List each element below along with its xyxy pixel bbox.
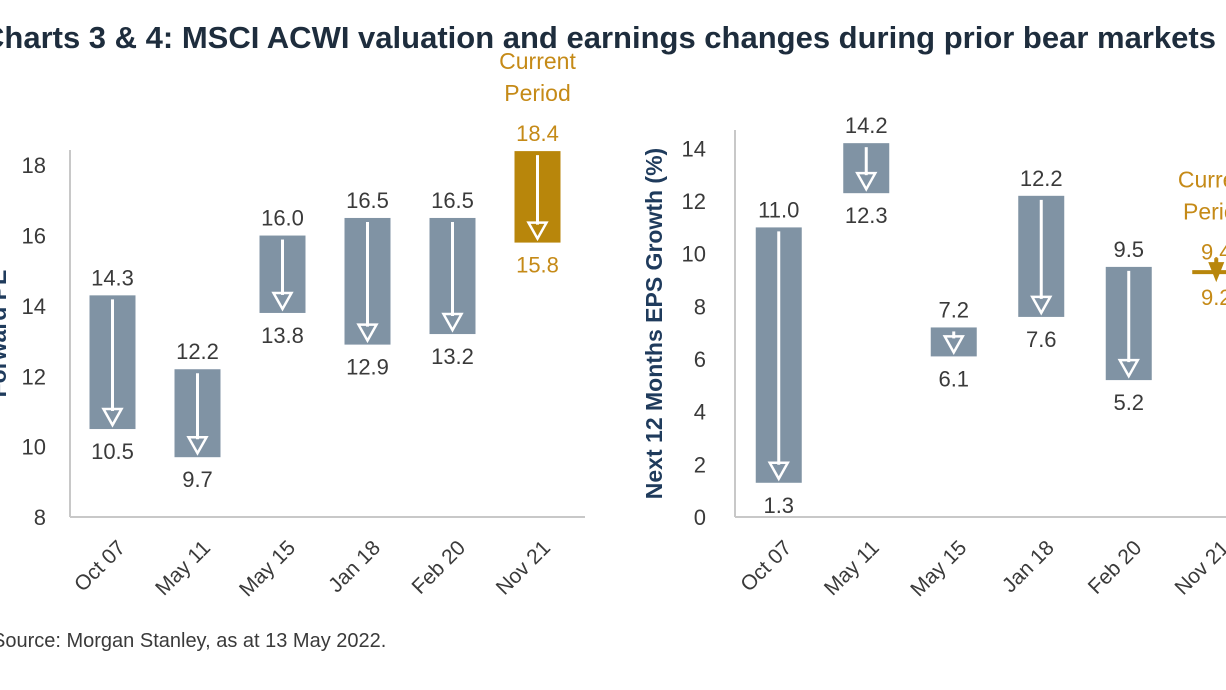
y-tick-label: 10 [682,242,706,267]
bar-arrow [1117,358,1140,379]
end-value-label: 6.1 [938,366,969,391]
bar-arrow [271,291,294,312]
bar-arrow [101,407,124,428]
x-tick-label: Jan 18 [998,536,1059,597]
y-tick-label: 18 [22,153,46,178]
end-value-label: 5.2 [1113,390,1144,415]
y-tick-label: 8 [694,294,706,319]
y-axis-title: Forward PE [0,270,11,398]
end-value-label: 12.3 [845,203,888,228]
bar-arrow [767,461,790,482]
bar-arrow [441,312,464,333]
y-tick-label: 6 [694,347,706,372]
x-tick-label: Oct 07 [736,536,796,596]
y-tick-label: 14 [682,136,706,161]
start-value-label: 16.5 [346,188,389,213]
x-tick-label: Nov 21 [1170,536,1226,599]
end-value-label: 13.2 [431,344,474,369]
source-note: Source: Morgan Stanley, as at 13 May 202… [0,630,387,652]
start-value-label: 14.2 [845,113,888,138]
y-axis-title: Next 12 Months EPS Growth (%) [641,148,667,499]
x-tick-label: Feb 20 [1084,536,1147,599]
start-value-label: 12.2 [176,339,219,364]
bar-arrow [356,323,379,344]
bar-arrow [855,171,878,192]
start-value-label: 16.0 [261,206,304,231]
bar-arrow [186,435,209,456]
start-value-label: 16.5 [431,188,474,213]
end-value-label: 7.6 [1026,327,1057,352]
end-value-label: 12.9 [346,355,389,380]
y-tick-label: 8 [34,505,46,530]
start-value-label: 7.2 [938,297,969,322]
y-tick-label: 4 [694,400,706,425]
current-period-annotation: Current [1178,167,1226,193]
y-tick-label: 10 [22,435,46,460]
bar-arrow [942,335,965,355]
end-value-label: 9.7 [182,467,213,492]
y-tick-label: 12 [22,364,46,389]
start-value-label: 14.3 [91,265,134,290]
y-tick-label: 16 [22,224,46,249]
x-tick-label: May 15 [906,536,971,601]
y-tick-label: 0 [694,505,706,530]
start-value-label: 11.0 [758,197,799,222]
start-value-label: 9.5 [1113,237,1144,262]
start-value-label: 12.2 [1020,166,1063,191]
end-value-label: 15.8 [516,253,559,278]
start-value-label: 18.4 [516,121,559,146]
y-tick-label: 2 [694,452,706,477]
page-title: Charts 3 & 4: MSCI ACWI valuation and ea… [0,20,1216,55]
end-value-label: 9.2 [1201,285,1226,310]
start-value-label: 9.4 [1201,240,1226,265]
current-period-annotation: Period [504,80,570,106]
y-tick-label: 12 [682,189,706,214]
bar-arrow [526,221,549,242]
current-period-annotation: Current [499,48,576,74]
end-value-label: 13.8 [261,323,304,348]
end-value-label: 10.5 [91,439,134,464]
x-tick-label: May 11 [820,536,884,600]
end-value-label: 1.3 [763,493,794,518]
bar-arrow [1030,295,1053,316]
chart-eps-growth: 0 2 4 6 8 10 12 14 Next 12 Months EPS Growth (%)… [641,113,1226,601]
current-period-annotation: Period [1183,199,1226,225]
y-tick-label: 14 [22,294,46,319]
